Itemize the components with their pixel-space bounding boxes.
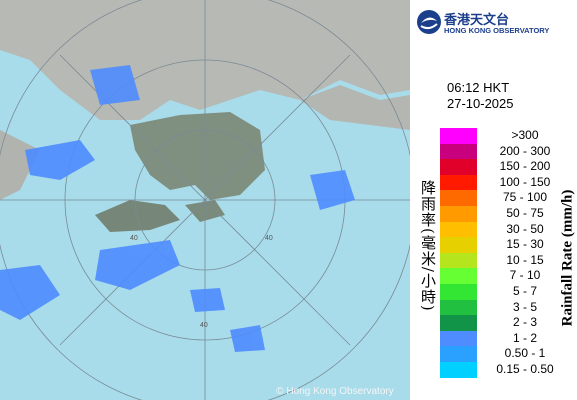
legend-label: 3 - 5 — [512, 299, 537, 314]
legend-swatch — [440, 299, 477, 316]
legend-item: 15 - 30 — [440, 237, 570, 253]
logo-chinese: 香港天文台 — [444, 13, 510, 28]
range-label: 40 — [130, 235, 138, 242]
legend-label: 75 - 100 — [502, 190, 548, 205]
legend-item: >300 — [440, 128, 570, 144]
legend-swatch — [440, 361, 477, 378]
legend-item: 75 - 100 — [440, 190, 570, 206]
legend-swatch — [440, 159, 477, 175]
rain-echo — [310, 170, 355, 210]
legend-label: 7 - 10 — [509, 268, 541, 283]
legend-item: 30 - 50 — [440, 221, 570, 238]
radar-map: 40 40 40 © Hong Kong Observatory — [0, 0, 410, 400]
rain-echo — [90, 65, 140, 105]
copyright: © Hong Kong Observatory — [276, 386, 393, 397]
legend-label: 15 - 30 — [506, 237, 544, 252]
legend-swatch — [440, 268, 477, 284]
legend-swatch — [440, 190, 477, 206]
legend-label: 1 - 2 — [512, 330, 537, 345]
legend-label: 30 - 50 — [506, 221, 544, 236]
rain-echo — [230, 325, 265, 352]
legend-swatch — [440, 330, 477, 347]
rain-echo — [190, 288, 225, 312]
legend-label: 0.15 - 0.50 — [496, 361, 554, 376]
legend-swatch — [440, 252, 477, 269]
date: 27-10-2025 — [447, 96, 514, 111]
legend-swatch — [440, 205, 477, 222]
legend-item: 1 - 2 — [440, 330, 570, 347]
legend-swatch — [440, 237, 477, 253]
legend-swatch — [440, 346, 477, 362]
range-label: 40 — [200, 322, 208, 329]
legend-item: 7 - 10 — [440, 268, 570, 284]
legend-item: 10 - 15 — [440, 252, 570, 269]
legend-item: 3 - 5 — [440, 299, 570, 316]
legend-label: 2 - 3 — [512, 315, 537, 330]
legend-swatch — [440, 221, 477, 238]
lantau-island — [95, 200, 180, 232]
legend-item: 0.15 - 0.50 — [440, 361, 570, 378]
time: 06:12 HKT — [447, 80, 510, 95]
land — [0, 130, 40, 200]
rain-echo — [25, 140, 95, 180]
legend-swatch — [440, 315, 477, 331]
legend-swatch — [440, 174, 477, 191]
legend-label: 200 - 300 — [499, 143, 551, 158]
logo-icon — [417, 10, 441, 34]
legend: >300 200 - 300 150 - 200 100 - 150 75 - 100 5… — [440, 128, 570, 378]
legend-item: 100 - 150 — [440, 174, 570, 191]
legend-item: 0.50 - 1 — [440, 346, 570, 362]
logo-english: HONG KONG OBSERVATORY — [444, 26, 550, 35]
legend-label: 10 - 15 — [506, 252, 544, 267]
legend-swatch — [440, 283, 477, 300]
legend-label: 50 - 75 — [506, 205, 544, 220]
legend-label: 100 - 150 — [499, 174, 551, 189]
range-label: 40 — [265, 235, 273, 242]
legend-item: 50 - 75 — [440, 205, 570, 222]
legend-label: 5 - 7 — [512, 283, 537, 298]
legend-swatch — [440, 143, 477, 160]
legend-swatch — [440, 128, 477, 144]
land — [300, 85, 410, 130]
range-spoke — [59, 54, 351, 346]
legend-label: 150 - 200 — [499, 159, 551, 174]
legend-label: >300 — [511, 128, 539, 142]
new-territories — [130, 112, 265, 200]
legend-item: 200 - 300 — [440, 143, 570, 160]
legend-label: 0.50 - 1 — [504, 346, 546, 361]
rain-echo — [0, 265, 60, 320]
legend-item: 2 - 3 — [440, 315, 570, 331]
rain-echo — [95, 240, 180, 290]
legend-item: 150 - 200 — [440, 159, 570, 175]
legend-title-chinese: 降雨率(毫米/小時) — [419, 180, 437, 312]
legend-item: 5 - 7 — [440, 283, 570, 300]
